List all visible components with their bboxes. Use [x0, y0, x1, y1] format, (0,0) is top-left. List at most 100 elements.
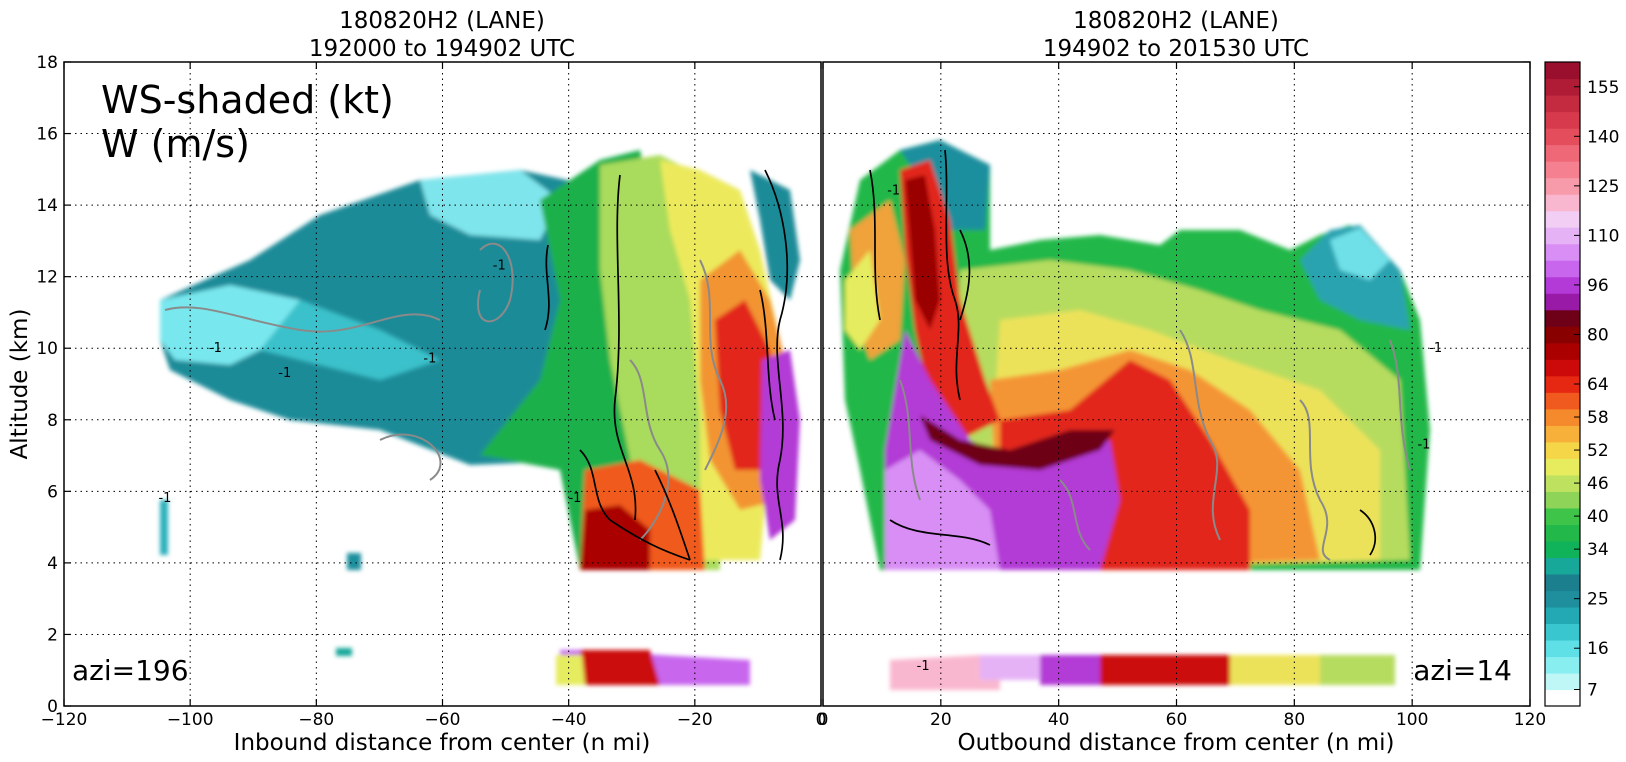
colorbar-segment — [1545, 128, 1580, 146]
y-tick-label: 4 — [47, 554, 58, 574]
colorbar-segment — [1545, 656, 1580, 674]
left-field-cyan-band — [260, 300, 440, 380]
left-contour-label: -1 — [278, 366, 291, 381]
left-grey-contour-4 — [699, 259, 728, 471]
right-plot-area: -1 -1 -1 -1 0 20 40 60 80 100 120 azi=14 — [818, 61, 1546, 730]
right-contour-label: -1 — [1417, 437, 1430, 452]
left-x-tick-label: −20 — [677, 710, 713, 730]
left-wind-speed-field: -1 -1 -1 -1 -1 -1 — [158, 150, 800, 685]
colorbar-segment — [1545, 276, 1580, 294]
colorbar-segment — [1545, 227, 1580, 245]
left-grey-contour-3 — [629, 359, 670, 541]
colorbar-segment — [1545, 260, 1580, 278]
colorbar-segment — [1545, 458, 1580, 476]
left-black-contour-3 — [764, 169, 789, 561]
left-x-tick-label: −40 — [551, 710, 587, 730]
left-panel-subtitle: 192000 to 194902 UTC — [309, 36, 575, 62]
right-field-cyan-right — [1330, 228, 1390, 280]
right-x-tick-label: 80 — [1284, 710, 1306, 730]
y-tick-label: 16 — [36, 125, 58, 145]
right-black-contour-3 — [959, 229, 971, 321]
colorbar-segment — [1545, 177, 1580, 195]
right-wind-speed-field: -1 -1 -1 -1 — [840, 140, 1442, 690]
colorbar-tick-label: 64 — [1587, 375, 1609, 395]
left-contour-label: -1 — [493, 259, 506, 274]
colorbar-segment — [1545, 293, 1580, 311]
left-field-lower-dark-red — [580, 505, 650, 570]
colorbar-tick-label: 96 — [1587, 276, 1609, 296]
left-grey-contour-1 — [164, 306, 441, 333]
y-tick-label: 14 — [36, 196, 58, 216]
left-grey-contour-2 — [477, 242, 514, 323]
colorbar-segment — [1545, 194, 1580, 212]
right-field-low-strip-pink — [890, 655, 1000, 690]
colorbar-tick-label: 110 — [1587, 226, 1619, 246]
right-black-contour-2 — [869, 169, 881, 321]
right-field-low-strip-yellow — [1230, 655, 1330, 685]
y-tick-label: 2 — [47, 625, 58, 645]
right-x-tick-label: 20 — [930, 710, 952, 730]
right-black-contour-4 — [889, 519, 991, 546]
left-field-low-strip-red — [580, 650, 660, 685]
left-black-contour-5 — [579, 449, 691, 561]
left-x-tick-label: −100 — [167, 710, 214, 730]
colorbar-segment — [1545, 408, 1580, 426]
right-gridlines — [823, 62, 1530, 706]
colorbar-segment — [1545, 359, 1580, 377]
colorbar-tick-label: 58 — [1587, 408, 1609, 428]
left-annotation-line-1: WS-shaded (kt) — [101, 78, 394, 122]
left-annotation-line-2: W (m/s) — [101, 122, 250, 166]
y-tick-label: 18 — [36, 53, 58, 73]
left-grey-contour-5 — [379, 433, 442, 481]
left-x-ticks: −120 −100 −80 −60 −40 −20 0 — [41, 62, 827, 730]
right-grey-contour-3 — [1059, 479, 1091, 551]
right-field-dark-red-column — [905, 175, 940, 330]
right-x-tick-label: 40 — [1048, 710, 1070, 730]
colorbar-ticks: 7 16 25 34 40 46 52 58 64 80 96 110 125 140 155 — [1574, 78, 1619, 700]
colorbar-segment — [1545, 144, 1580, 162]
left-black-contour-6 — [654, 469, 691, 561]
left-x-tick-label: −120 — [41, 710, 88, 730]
left-field-low-strip-yellow — [556, 655, 585, 685]
left-field-anvil — [160, 170, 590, 465]
right-panel-title: 180820H2 (LANE) — [1073, 8, 1279, 34]
colorbar-segment — [1545, 62, 1580, 80]
left-black-contour-4 — [759, 289, 776, 421]
y-tick-label: 6 — [47, 482, 58, 502]
left-contour-label: -1 — [423, 352, 436, 367]
colorbar-tick-label: 34 — [1587, 540, 1609, 560]
colorbar-tick-label: 140 — [1587, 127, 1619, 147]
y-tick-label: 10 — [36, 339, 58, 359]
left-x-tick-label: −80 — [298, 710, 334, 730]
left-field-patch-green — [336, 648, 352, 656]
colorbar-tick-label: 16 — [1587, 639, 1609, 659]
colorbar-segment — [1545, 78, 1580, 96]
left-x-tick-label: 0 — [816, 710, 827, 730]
colorbar-segment — [1545, 557, 1580, 575]
colorbar-segment — [1545, 243, 1580, 261]
left-black-contour-2 — [544, 244, 550, 331]
colorbar-segment — [1545, 507, 1580, 525]
left-x-tick-label: −60 — [425, 710, 461, 730]
left-field-cyan-upper — [420, 170, 560, 240]
left-azimuth-label: azi=196 — [72, 654, 189, 687]
colorbar-tick-label: 125 — [1587, 177, 1619, 197]
left-field-patch-teal-small — [347, 553, 361, 570]
y-axis-label: Altitude (km) — [7, 309, 33, 460]
right-field-dark-purple-band — [920, 415, 1115, 470]
colorbar-tick-label: 80 — [1587, 325, 1609, 345]
colorbar-segment — [1545, 309, 1580, 327]
right-contour-label: -1 — [917, 659, 930, 674]
colorbar-segment — [1545, 672, 1580, 691]
right-x-tick-label: 120 — [1514, 710, 1546, 730]
right-field-low-strip-red — [1100, 655, 1240, 685]
y-tick-label: 0 — [47, 697, 58, 717]
colorbar-segment — [1545, 441, 1580, 459]
right-x-axis-label: Outbound distance from center (n mi) — [958, 730, 1395, 756]
right-black-contour-5 — [1359, 509, 1377, 556]
right-grey-contour-1 — [1179, 329, 1221, 541]
colorbar-tick-label: 46 — [1587, 474, 1609, 494]
colorbar — [1545, 62, 1580, 707]
right-black-contour-1 — [944, 149, 961, 401]
